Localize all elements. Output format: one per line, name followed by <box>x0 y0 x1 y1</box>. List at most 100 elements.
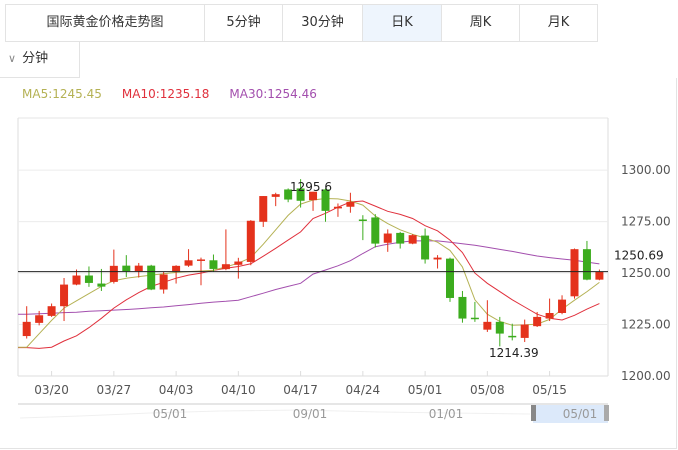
candle-body <box>396 232 405 244</box>
legend-ma10: MA10:1235.18 <box>121 87 210 101</box>
candle-body <box>595 271 604 280</box>
candle-body <box>147 265 156 290</box>
candle-body <box>495 321 504 334</box>
candle <box>209 254 218 272</box>
candle <box>383 229 392 252</box>
candle <box>458 290 467 323</box>
candle <box>147 264 156 291</box>
candle <box>433 255 442 269</box>
candle <box>259 196 268 227</box>
candle-body <box>47 306 56 316</box>
candle-body <box>358 219 367 222</box>
candle-body <box>246 220 255 262</box>
candle-body <box>109 265 118 282</box>
candle <box>35 310 44 326</box>
y-tick-label: 1200.00 <box>621 369 671 383</box>
tab-5min[interactable]: 5分钟 <box>205 5 283 41</box>
candle <box>333 203 342 217</box>
candle <box>421 228 430 264</box>
legend-ma30: MA30:1254.46 <box>229 87 317 101</box>
candle <box>483 300 492 332</box>
candle-body <box>209 260 218 269</box>
candle-body <box>321 189 330 211</box>
candle <box>558 295 567 315</box>
candle <box>495 316 504 347</box>
candle <box>296 179 305 208</box>
x-tick-label: 05/15 <box>532 383 567 397</box>
current-price-label: 1250.69 <box>614 249 664 263</box>
candle-body <box>582 249 591 280</box>
candle-body <box>284 189 293 200</box>
candle-body <box>446 258 454 298</box>
candle-body <box>234 261 243 265</box>
candle <box>109 249 118 284</box>
navigator-label: 05/01 <box>153 407 188 421</box>
candle <box>408 234 417 245</box>
candle <box>172 265 181 284</box>
tab-daily-k[interactable]: 日K <box>363 5 442 41</box>
candle <box>22 306 31 339</box>
y-tick-label: 1225.00 <box>621 318 671 332</box>
x-tick-label: 04/17 <box>283 383 318 397</box>
navigator-label: 09/01 <box>293 407 328 421</box>
candle <box>271 192 280 207</box>
candle-body <box>35 315 44 323</box>
candle <box>321 188 330 222</box>
candle-body <box>383 233 392 243</box>
candle <box>184 249 193 267</box>
candle <box>470 301 479 322</box>
candle-body <box>22 321 31 337</box>
candle <box>84 266 93 287</box>
candle-body <box>483 321 492 330</box>
candle <box>60 277 69 322</box>
y-tick-label: 1275.00 <box>621 215 671 229</box>
legend-ma5: MA5:1245.45 <box>22 87 102 101</box>
candle <box>508 323 517 341</box>
candle-body <box>346 201 355 207</box>
tab-30min[interactable]: 30分钟 <box>283 5 363 41</box>
candle-body <box>408 235 417 244</box>
candle-body <box>421 235 430 260</box>
x-tick-label: 04/10 <box>221 383 256 397</box>
candle <box>284 188 293 203</box>
candle <box>446 257 454 302</box>
interval-dropdown[interactable]: ∨ 分钟 <box>0 41 80 78</box>
candle <box>97 268 106 291</box>
candle-body <box>197 259 205 261</box>
candle <box>520 319 529 343</box>
navigator-label: 05/01 <box>563 407 598 421</box>
navigator-right-handle[interactable] <box>604 405 609 421</box>
candle <box>346 192 355 213</box>
candle-body <box>184 260 193 266</box>
tab-monthly-k[interactable]: 月K <box>520 5 598 41</box>
candle <box>371 214 380 248</box>
candle-body <box>60 284 69 307</box>
candle-body <box>433 257 442 260</box>
candle <box>582 240 591 281</box>
navigator-left-handle[interactable] <box>531 405 536 421</box>
ma-legend: MA5:1245.45 MA10:1235.18 MA30:1254.46 <box>22 87 317 101</box>
y-tick-label: 1300.00 <box>621 163 671 177</box>
high-annotation: 1295.6 <box>290 180 332 194</box>
candle-body <box>470 317 479 320</box>
candle <box>159 271 168 294</box>
x-tick-label: 03/20 <box>34 383 69 397</box>
chevron-down-icon: ∨ <box>8 52 17 65</box>
candle <box>47 303 56 317</box>
tab-title[interactable]: 国际黄金价格走势图 <box>5 5 205 41</box>
chart-frame <box>0 78 677 449</box>
low-annotation: 1214.39 <box>489 346 539 360</box>
candle-body <box>533 316 542 327</box>
candle-body <box>159 274 168 290</box>
candle-body <box>371 217 380 244</box>
candle <box>72 269 81 286</box>
candle-body <box>508 335 517 338</box>
candle-body <box>259 196 268 222</box>
candle-body <box>122 265 131 272</box>
tab-weekly-k[interactable]: 周K <box>442 5 520 41</box>
candle-body <box>458 296 467 319</box>
candle <box>358 215 367 241</box>
ma30-line <box>18 240 600 315</box>
interval-dropdown-label: 分钟 <box>22 51 49 66</box>
